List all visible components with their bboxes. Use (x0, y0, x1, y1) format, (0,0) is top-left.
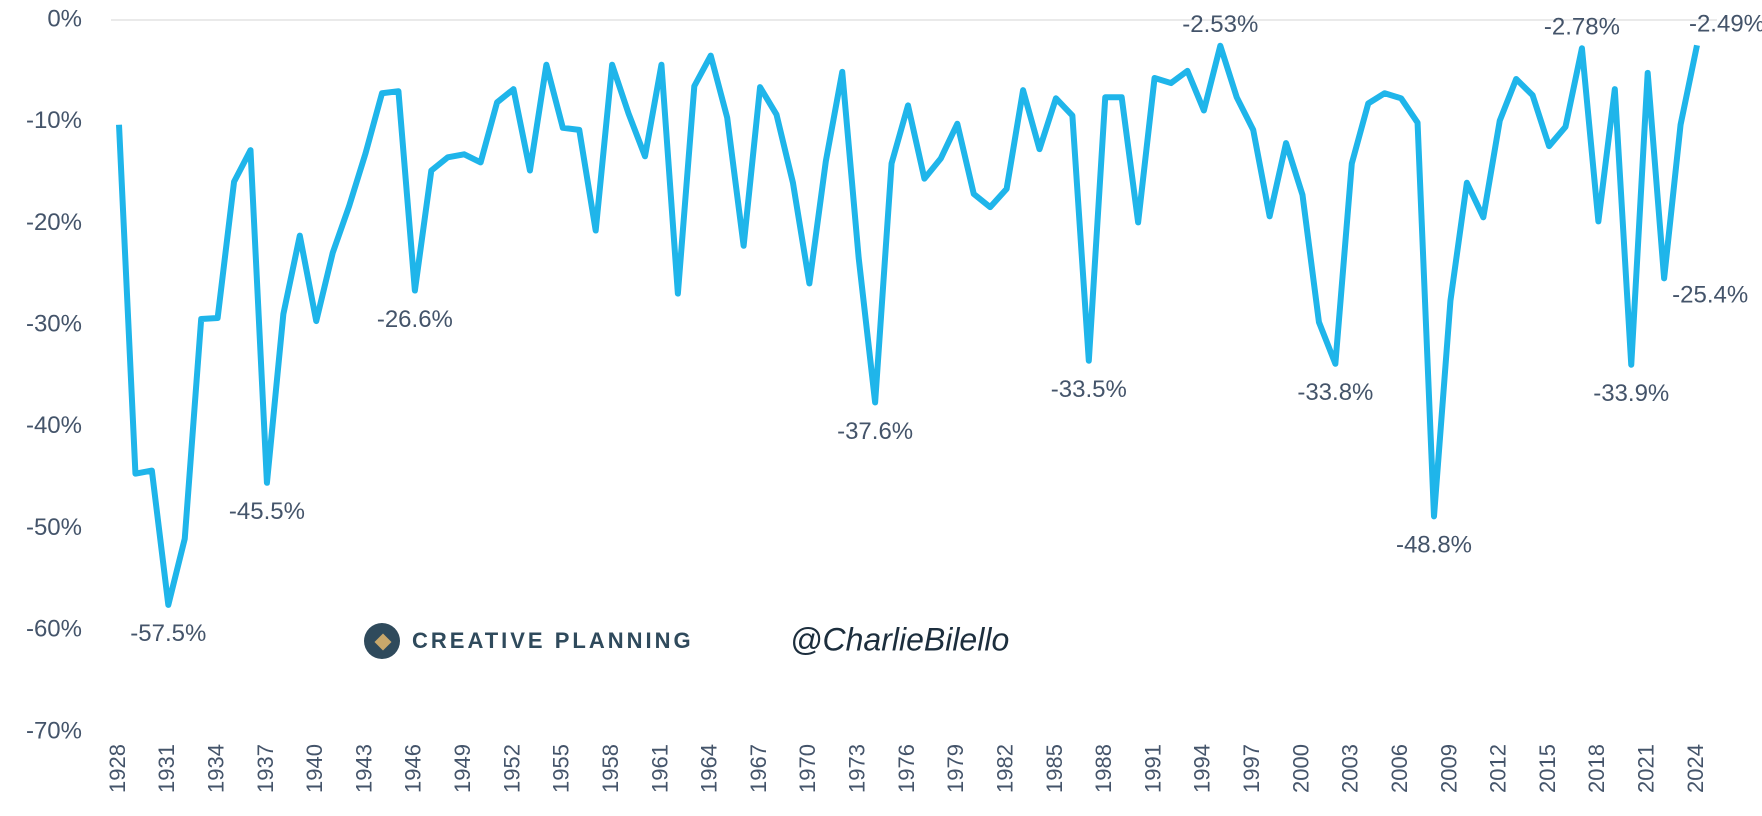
data-label: -45.5% (229, 498, 305, 525)
y-tick-label: -30% (26, 310, 82, 337)
handle: @CharlieBilello (790, 621, 1009, 657)
x-tick-label: 1970 (795, 744, 820, 793)
x-tick-label: 2006 (1387, 744, 1412, 793)
x-tick-label: 1979 (943, 744, 968, 793)
y-tick-label: 0% (47, 5, 82, 32)
data-label: -26.6% (377, 306, 453, 333)
x-tick-label: 2003 (1338, 744, 1363, 793)
x-tick-label: 1973 (845, 744, 870, 793)
data-label: -2.78% (1544, 14, 1620, 41)
brand: CREATIVE PLANNING (412, 628, 694, 653)
x-tick-label: 1949 (450, 744, 475, 793)
x-tick-label: 2000 (1288, 744, 1313, 793)
data-label: -25.4% (1672, 282, 1748, 309)
x-tick-label: 1946 (401, 744, 426, 793)
x-tick-label: 1994 (1190, 744, 1215, 793)
x-tick-label: 1937 (253, 744, 278, 793)
data-label: -33.8% (1297, 379, 1373, 406)
x-tick-label: 1967 (746, 744, 771, 793)
y-tick-label: -10% (26, 107, 82, 134)
x-tick-label: 2015 (1535, 744, 1560, 793)
y-tick-label: -50% (26, 514, 82, 541)
x-tick-label: 1952 (499, 744, 524, 793)
x-tick-label: 1928 (105, 744, 130, 793)
x-tick-label: 1931 (154, 744, 179, 793)
logo-diamond (374, 633, 392, 651)
x-tick-label: 1943 (351, 744, 376, 793)
y-tick-label: -40% (26, 412, 82, 439)
watermark: CREATIVE PLANNING @CharlieBilello (364, 621, 1009, 659)
x-tick-label: 1982 (992, 744, 1017, 793)
y-tick-label: -20% (26, 209, 82, 236)
data-label: -2.49% (1689, 11, 1762, 38)
data-label: -57.5% (130, 620, 206, 647)
line (116, 42, 1700, 608)
x-tick-label: 2024 (1683, 744, 1708, 793)
x-tick-label: 1991 (1140, 744, 1165, 793)
y-tick-label: -60% (26, 616, 82, 643)
data-label: -33.9% (1593, 380, 1669, 407)
x-tick-label: 1955 (549, 744, 574, 793)
data-label: -37.6% (837, 418, 913, 445)
x-tick-label: 1934 (203, 744, 228, 793)
x-tick-label: 1985 (1042, 744, 1067, 793)
x-tick-label: 1988 (1091, 744, 1116, 793)
x-tick-label: 2021 (1634, 744, 1659, 793)
y-tick-label: -70% (26, 717, 82, 744)
x-tick-label: 2012 (1486, 744, 1511, 793)
x-tick-label: 1997 (1239, 744, 1264, 793)
x-tick-label: 1976 (894, 744, 919, 793)
data-label: -2.53% (1182, 11, 1258, 38)
x-tick-label: 1958 (598, 744, 623, 793)
x-tick-label: 2018 (1584, 744, 1609, 793)
data-label: -33.5% (1051, 376, 1127, 403)
x-tick-label: 2009 (1436, 744, 1461, 793)
x-tick-label: 1964 (697, 744, 722, 793)
x-tick-label: 1940 (302, 744, 327, 793)
x-tick-label: 1961 (647, 744, 672, 793)
data-label: -48.8% (1396, 532, 1472, 559)
